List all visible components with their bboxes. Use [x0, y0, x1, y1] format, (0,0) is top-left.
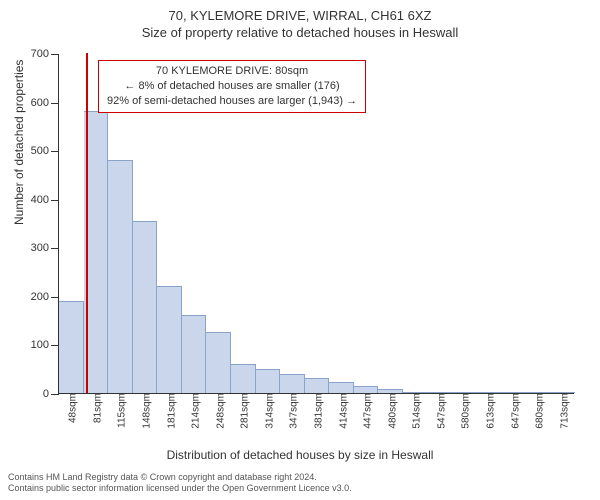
- histogram-bar: [108, 160, 133, 393]
- histogram-bar: [231, 364, 256, 393]
- histogram-bar: [280, 374, 305, 393]
- x-tick-label: 81sqm: [88, 393, 103, 423]
- histogram-bar: [305, 378, 330, 393]
- x-tick-label: 148sqm: [138, 393, 153, 429]
- y-tick-label: 300: [31, 242, 59, 254]
- histogram-bar: [157, 286, 182, 393]
- x-tick-label: 347sqm: [285, 393, 300, 429]
- histogram-bar: [59, 301, 84, 393]
- histogram-bar: [256, 369, 281, 393]
- y-tick-label: 500: [31, 145, 59, 157]
- x-tick-label: 115sqm: [113, 393, 128, 428]
- y-tick-label: 200: [31, 291, 59, 303]
- x-tick-label: 248sqm: [211, 393, 226, 429]
- footer-attribution: Contains HM Land Registry data © Crown c…: [8, 472, 352, 495]
- x-tick-label: 414sqm: [334, 393, 349, 429]
- y-tick-label: 0: [43, 388, 59, 400]
- x-tick-label: 713sqm: [555, 393, 570, 429]
- footer-line-1: Contains HM Land Registry data © Crown c…: [8, 472, 352, 483]
- property-marker-line: [86, 53, 88, 393]
- histogram-chart: 010020030040050060070048sqm81sqm115sqm14…: [58, 54, 574, 394]
- x-tick-label: 613sqm: [482, 393, 497, 429]
- histogram-bar: [182, 315, 207, 393]
- x-tick-label: 480sqm: [383, 393, 398, 429]
- x-tick-label: 514sqm: [408, 393, 423, 429]
- histogram-bar: [354, 386, 379, 393]
- y-tick-label: 400: [31, 194, 59, 206]
- x-tick-label: 48sqm: [64, 393, 79, 423]
- footer-line-2: Contains public sector information licen…: [8, 483, 352, 494]
- annotation-line: 92% of semi-detached houses are larger (…: [107, 94, 357, 109]
- y-axis-label: Number of detached properties: [12, 60, 26, 225]
- x-tick-label: 281sqm: [236, 393, 251, 429]
- annotation-line: ← 8% of detached houses are smaller (176…: [107, 79, 357, 94]
- histogram-bar: [133, 221, 158, 393]
- title-main: 70, KYLEMORE DRIVE, WIRRAL, CH61 6XZ: [0, 8, 600, 23]
- histogram-bar: [329, 382, 354, 393]
- x-tick-label: 214sqm: [187, 393, 202, 429]
- x-axis-label: Distribution of detached houses by size …: [0, 448, 600, 462]
- histogram-bar: [206, 332, 231, 393]
- x-tick-label: 181sqm: [162, 393, 177, 429]
- annotation-line: 70 KYLEMORE DRIVE: 80sqm: [107, 64, 357, 79]
- y-tick-label: 600: [31, 97, 59, 109]
- x-tick-label: 547sqm: [432, 393, 447, 429]
- x-tick-label: 647sqm: [506, 393, 521, 429]
- x-tick-label: 447sqm: [359, 393, 374, 429]
- annotation-box: 70 KYLEMORE DRIVE: 80sqm← 8% of detached…: [98, 60, 366, 113]
- x-tick-label: 314sqm: [260, 393, 275, 429]
- x-tick-label: 680sqm: [531, 393, 546, 429]
- y-tick-label: 100: [31, 339, 59, 351]
- title-sub: Size of property relative to detached ho…: [0, 25, 600, 40]
- x-tick-label: 381sqm: [310, 393, 325, 429]
- x-tick-label: 580sqm: [457, 393, 472, 429]
- y-tick-label: 700: [31, 48, 59, 60]
- chart-titles: 70, KYLEMORE DRIVE, WIRRAL, CH61 6XZ Siz…: [0, 0, 600, 40]
